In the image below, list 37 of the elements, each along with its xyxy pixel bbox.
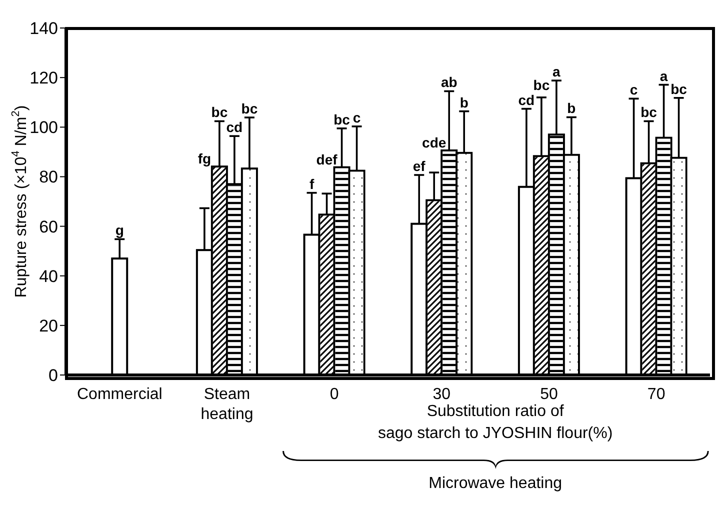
annotation: bc	[334, 111, 350, 128]
annotation: g	[115, 222, 124, 238]
y-tick-label: 80	[39, 168, 58, 187]
annotation: b	[460, 94, 468, 110]
x-tick-label: Commercial	[76, 386, 162, 403]
x-tick-label: 50	[540, 386, 558, 403]
text: Microwave heating	[428, 475, 564, 493]
x-axis-title: Substitution ratio of sago starch to JYOSHIN flour(%)	[378, 403, 613, 442]
y-tick-label: 60	[39, 217, 58, 236]
y-tick-label: 20	[39, 316, 58, 336]
x-tick-label: Steam heating	[200, 386, 254, 423]
annotation: ef	[412, 158, 426, 174]
y-tick-label: 120	[30, 68, 58, 88]
x-tick-label: 70	[647, 386, 666, 403]
y-tick-label: 100	[30, 118, 58, 138]
x-tick-label: 30	[432, 386, 451, 403]
annotation: cd	[226, 119, 243, 136]
annotation: bc	[533, 76, 550, 93]
x-tick-label: 0	[330, 386, 339, 403]
annotation: bc	[211, 104, 228, 120]
y-tick-label: 140	[30, 19, 58, 38]
annotation: c	[630, 82, 638, 98]
annotation: a	[660, 68, 668, 84]
annotation: cd	[518, 92, 535, 108]
annotation: a	[552, 64, 561, 80]
annotation: b	[567, 100, 576, 116]
y-tick-label: 40	[39, 266, 58, 286]
annotation: fg	[198, 150, 212, 167]
annotation: bc	[241, 100, 258, 116]
annotation: ab	[440, 74, 458, 90]
annotation: bc	[670, 80, 688, 97]
annotation: cde	[422, 134, 446, 150]
y-tick-label: 0	[48, 366, 58, 386]
annotation: bc	[640, 104, 658, 120]
annotation: c	[352, 109, 361, 126]
annotation: def	[316, 151, 338, 168]
annotation: f	[309, 176, 314, 192]
